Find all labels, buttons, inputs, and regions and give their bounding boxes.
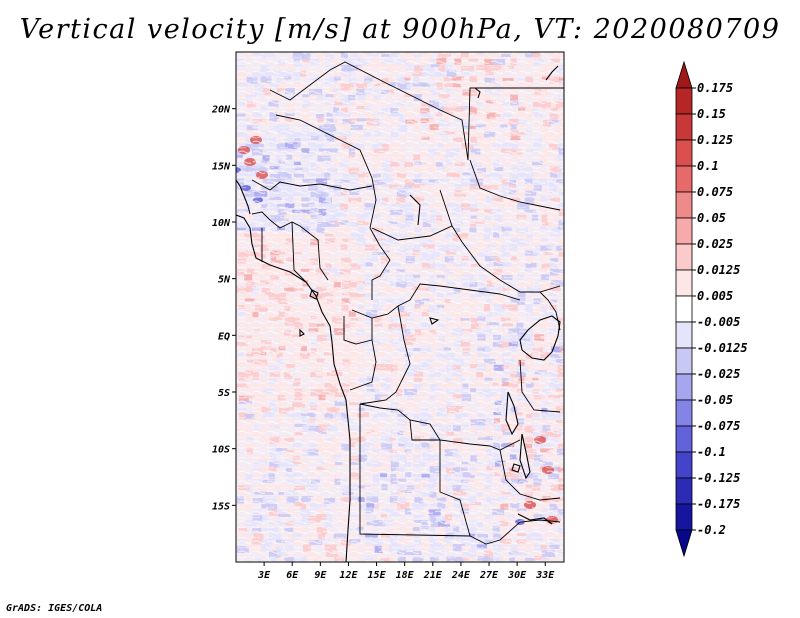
country-borders — [251, 61, 564, 545]
colorbar-bin — [675, 321, 693, 349]
longitude-axis: 3E 6E 9E 12E 15E 18E 21E 24E 27E 30E 33E — [257, 562, 555, 581]
lon-label: 9E — [314, 570, 327, 581]
colorbar-label: 0.075 — [697, 185, 733, 199]
lat-label: 10S — [212, 445, 230, 456]
lon-label: 12E — [339, 570, 358, 581]
colorbar-label: -0.125 — [697, 471, 740, 485]
map-title: Vertical velocity [m/s] at 900hPa, VT: 2… — [19, 14, 781, 45]
colorbar-bin — [675, 269, 693, 297]
colorbar-bin — [675, 373, 693, 401]
field-speckle — [236, 52, 564, 562]
colorbar-bin — [675, 399, 693, 427]
grads-credit: GrADS: IGES/COLA — [6, 603, 103, 614]
colorbar-label: -0.2 — [697, 523, 726, 537]
colorbar-bin — [675, 451, 693, 479]
colorbar-label: -0.025 — [697, 367, 740, 381]
colorbar-label: 0.05 — [697, 211, 726, 225]
colorbar-label: 0.025 — [697, 237, 733, 251]
lon-label: 15E — [368, 570, 387, 581]
lat-label: 15N — [212, 161, 231, 172]
colorbar-bin — [675, 217, 693, 245]
colorbar: 0.175 0.15 0.125 0.1 0.075 0.05 0.025 0.0125 0.0… — [675, 60, 748, 558]
colorbar-bin — [675, 243, 693, 271]
colorbar-label: 0.175 — [697, 81, 733, 95]
colorbar-bin — [675, 165, 693, 193]
colorbar-bin — [675, 191, 693, 219]
lon-label: 18E — [396, 570, 415, 581]
lon-label: 3E — [257, 570, 271, 581]
map-area — [236, 52, 564, 562]
colorbar-bin — [675, 295, 693, 323]
colorbar-triangle-top — [675, 60, 693, 89]
lon-label: 30E — [507, 570, 527, 581]
colorbar-bin — [675, 139, 693, 167]
colorbar-label: 0.15 — [697, 107, 726, 121]
colorbar-label: 0.1 — [697, 159, 719, 173]
colorbar-label: -0.05 — [697, 393, 733, 407]
lon-label: 6E — [286, 570, 299, 581]
lat-label: 5S — [218, 388, 230, 399]
colorbar-label: -0.075 — [697, 419, 740, 433]
colorbar-bin — [675, 503, 693, 531]
colorbar-label: 0.005 — [697, 289, 733, 303]
colorbar-triangle-bottom — [675, 529, 693, 558]
lon-label: 27E — [479, 570, 499, 581]
colorbar-label: -0.175 — [697, 497, 740, 511]
colorbar-label: 0.0125 — [697, 263, 740, 277]
lat-label: 20N — [211, 105, 231, 116]
lon-label: 24E — [451, 570, 471, 581]
latitude-axis: 20N 15N 10N 5N EQ 5S 10S 15S — [211, 105, 236, 512]
lat-label: EQ — [218, 331, 230, 342]
coastlines — [236, 65, 561, 562]
lon-label: 21E — [423, 570, 443, 581]
colorbar-label: 0.125 — [697, 133, 733, 147]
lon-label: 33E — [535, 570, 555, 581]
colorbar-bin — [675, 113, 693, 141]
lat-label: 10N — [212, 218, 231, 229]
colorbar-bin — [675, 87, 693, 115]
colorbar-label: -0.005 — [697, 315, 740, 329]
colorbar-label: -0.0125 — [697, 341, 748, 355]
map-frame — [235, 51, 565, 563]
colorbar-bin — [675, 425, 693, 453]
lat-label: 5N — [218, 275, 231, 286]
colorbar-bin — [675, 347, 693, 375]
colorbar-bin — [675, 477, 693, 505]
colorbar-label: -0.1 — [697, 445, 726, 459]
lat-label: 15S — [212, 501, 230, 512]
